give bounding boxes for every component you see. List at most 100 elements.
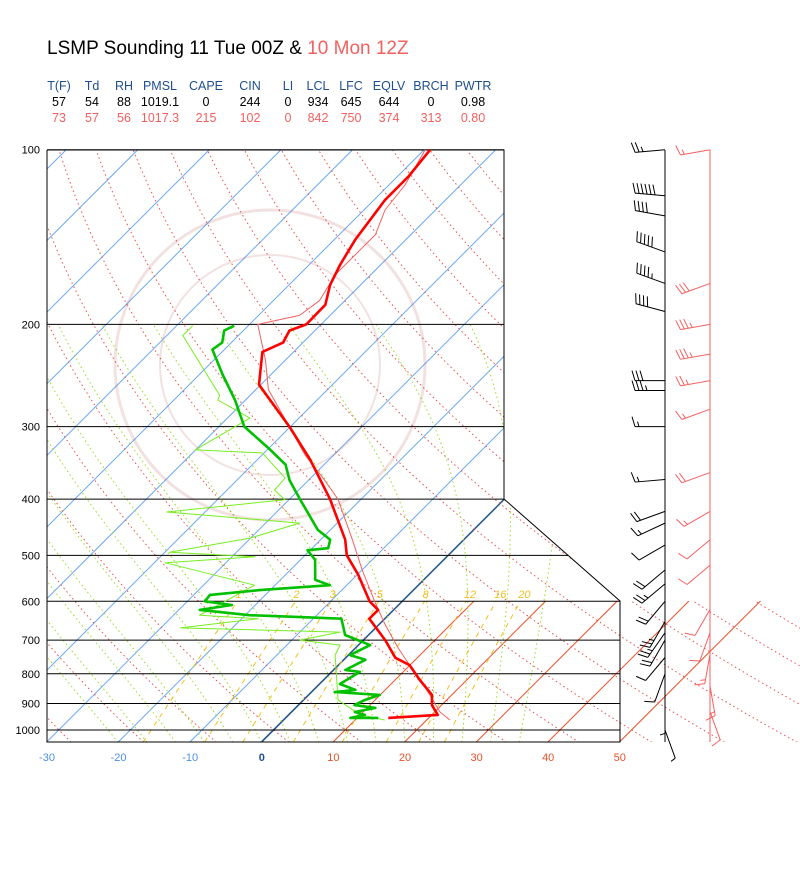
wind-barb-flag [641, 641, 653, 645]
wind-barb-half [681, 149, 685, 155]
mixing-ratio-label: 20 [517, 589, 531, 601]
wind-barb-primary [633, 583, 666, 604]
mixing-ratio-line [443, 601, 521, 743]
wind-barb-flag [678, 283, 686, 293]
index-value: 57 [85, 111, 99, 125]
wind-barb-flag [678, 578, 688, 585]
mixing-ratio-label: 2 [292, 589, 299, 601]
wind-barb-staff [645, 600, 666, 625]
temperature-tick-label: -20 [111, 752, 127, 764]
wind-barb-staff [636, 272, 666, 284]
wind-barb-staff [647, 632, 666, 658]
wind-barb-flag [644, 183, 648, 195]
wind-barb-half [648, 638, 655, 641]
wind-barb-flag [683, 318, 689, 329]
wind-barb-primary [644, 673, 666, 703]
wind-barb-flag [636, 231, 638, 242]
wind-barb-flag [633, 200, 636, 211]
isotherm [0, 149, 425, 575]
wind-barb-flag [679, 349, 685, 359]
wind-barb-primary [630, 522, 666, 537]
index-header: RH [114, 79, 134, 93]
index-value: 645 [340, 95, 362, 109]
wind-barb-secondary [675, 348, 711, 360]
wind-barb-flag [647, 235, 650, 246]
wind-barb-staff [635, 303, 666, 312]
isotherm [0, 149, 282, 432]
wind-barb-flag [634, 142, 640, 153]
wind-barb-flag [675, 320, 681, 330]
wind-barb-primary [632, 182, 666, 197]
wind-barb-flag [678, 472, 686, 482]
index-value: 842 [307, 111, 329, 125]
wind-barb-flag [630, 142, 636, 153]
wind-barb-staff [681, 472, 711, 484]
wind-barb-staff [649, 621, 666, 648]
index-value: 1019.1 [140, 95, 180, 109]
wind-barb-flag [694, 683, 705, 686]
wind-barb-staff [649, 639, 666, 667]
wind-barb-flag [651, 236, 653, 248]
wind-barb-staff [680, 149, 711, 156]
index-value: 644 [378, 95, 400, 109]
wind-barb-half [637, 421, 640, 427]
mixing-ratio-line [142, 601, 238, 743]
index-value: 57 [52, 95, 66, 109]
wind-barb-primary [659, 703, 666, 736]
moist-adiabat [152, 324, 377, 743]
wind-barb-flag [637, 653, 648, 658]
wind-barb-staff [641, 583, 666, 604]
wind-barb-flag [678, 552, 688, 560]
wind-barb-flag [635, 619, 646, 625]
wind-barb-flag [675, 285, 683, 295]
wind-barb-flag [639, 370, 644, 381]
pressure-tick-label: 1000 [16, 725, 40, 737]
wind-barb-flag [633, 583, 643, 590]
chart-title: LSMP Sounding 11 Tue 00Z & 10 Mon 12Z [47, 38, 409, 60]
wind-barb-flag [631, 416, 636, 427]
index-header: LFC [339, 79, 363, 93]
temperature-tick-label: 20 [399, 752, 411, 764]
wind-barb-flag [675, 145, 681, 156]
wind-barb-half [636, 476, 640, 482]
wind-barb-primary [636, 262, 666, 284]
wind-barb-flag [638, 616, 649, 622]
wind-barb-secondary [675, 472, 711, 484]
moist-adiabat [214, 324, 406, 743]
wind-barb-staff [680, 380, 711, 387]
wind-barb-flag [689, 659, 700, 662]
index-value: 215 [195, 111, 217, 125]
wind-barb-flag [635, 675, 646, 681]
wind-barb-flag [644, 700, 655, 703]
moist-adiabat [375, 324, 469, 743]
wind-barb-flag [641, 659, 653, 664]
wind-barb-secondary [684, 609, 711, 637]
wind-barb-half [689, 352, 693, 358]
mixing-ratio-label: 1 [235, 589, 241, 601]
wind-barb-secondary [678, 564, 711, 585]
wind-barb-staff [635, 192, 666, 197]
index-header: EQLV [372, 79, 406, 93]
wind-barb-flag [637, 200, 640, 212]
pressure-tick-label: 200 [22, 319, 40, 331]
title-primary: LSMP Sounding 11 Tue 00Z & [47, 38, 302, 59]
index-value: 0 [427, 95, 435, 109]
wind-barb-staff [709, 711, 721, 741]
wind-barb-flag [639, 644, 651, 648]
isotherm [0, 149, 353, 504]
watermark-seal [113, 208, 427, 522]
wind-barb-flag [631, 370, 636, 381]
wind-barb-primary [635, 293, 666, 312]
wind-barb-primary [630, 142, 666, 153]
wind-barb-staff [636, 241, 666, 253]
seal-ring [113, 208, 427, 522]
wind-barb-half [689, 322, 693, 328]
wind-barb-flag [679, 375, 685, 386]
wind-barb-staff [636, 510, 666, 523]
wind-barb-staff [641, 569, 666, 590]
moist-adiabat [518, 324, 564, 743]
wind-barb-staff [686, 564, 711, 585]
index-header: BRCH [413, 79, 449, 93]
wind-barb-flag [630, 512, 638, 522]
index-value: 0 [284, 111, 292, 125]
